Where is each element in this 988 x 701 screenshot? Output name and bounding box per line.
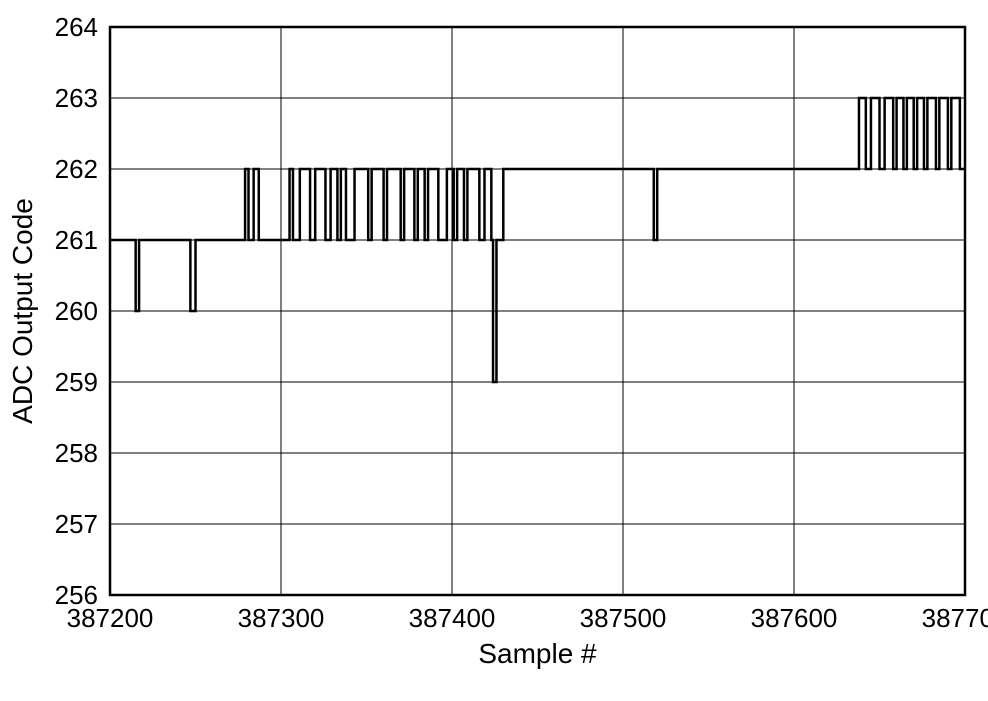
- x-tick-label: 387300: [238, 603, 325, 633]
- y-tick-label: 262: [55, 154, 98, 184]
- y-tick-label: 257: [55, 509, 98, 539]
- y-tick-label: 261: [55, 225, 98, 255]
- chart-container: 387200387300387400387500387600387700 256…: [0, 0, 988, 701]
- x-tick-label: 387400: [409, 603, 496, 633]
- y-axis-label: ADC Output Code: [7, 198, 38, 424]
- x-tick-label: 387500: [580, 603, 667, 633]
- x-tick-label: 387600: [751, 603, 838, 633]
- y-tick-label: 263: [55, 83, 98, 113]
- y-tick-label: 259: [55, 367, 98, 397]
- y-tick-label: 258: [55, 438, 98, 468]
- y-tick-label: 260: [55, 296, 98, 326]
- y-tick-label: 256: [55, 580, 98, 610]
- y-tick-label: 264: [55, 12, 98, 42]
- x-axis-label: Sample #: [478, 638, 597, 669]
- adc-output-chart: 387200387300387400387500387600387700 256…: [0, 0, 988, 701]
- x-tick-label: 387700: [922, 603, 988, 633]
